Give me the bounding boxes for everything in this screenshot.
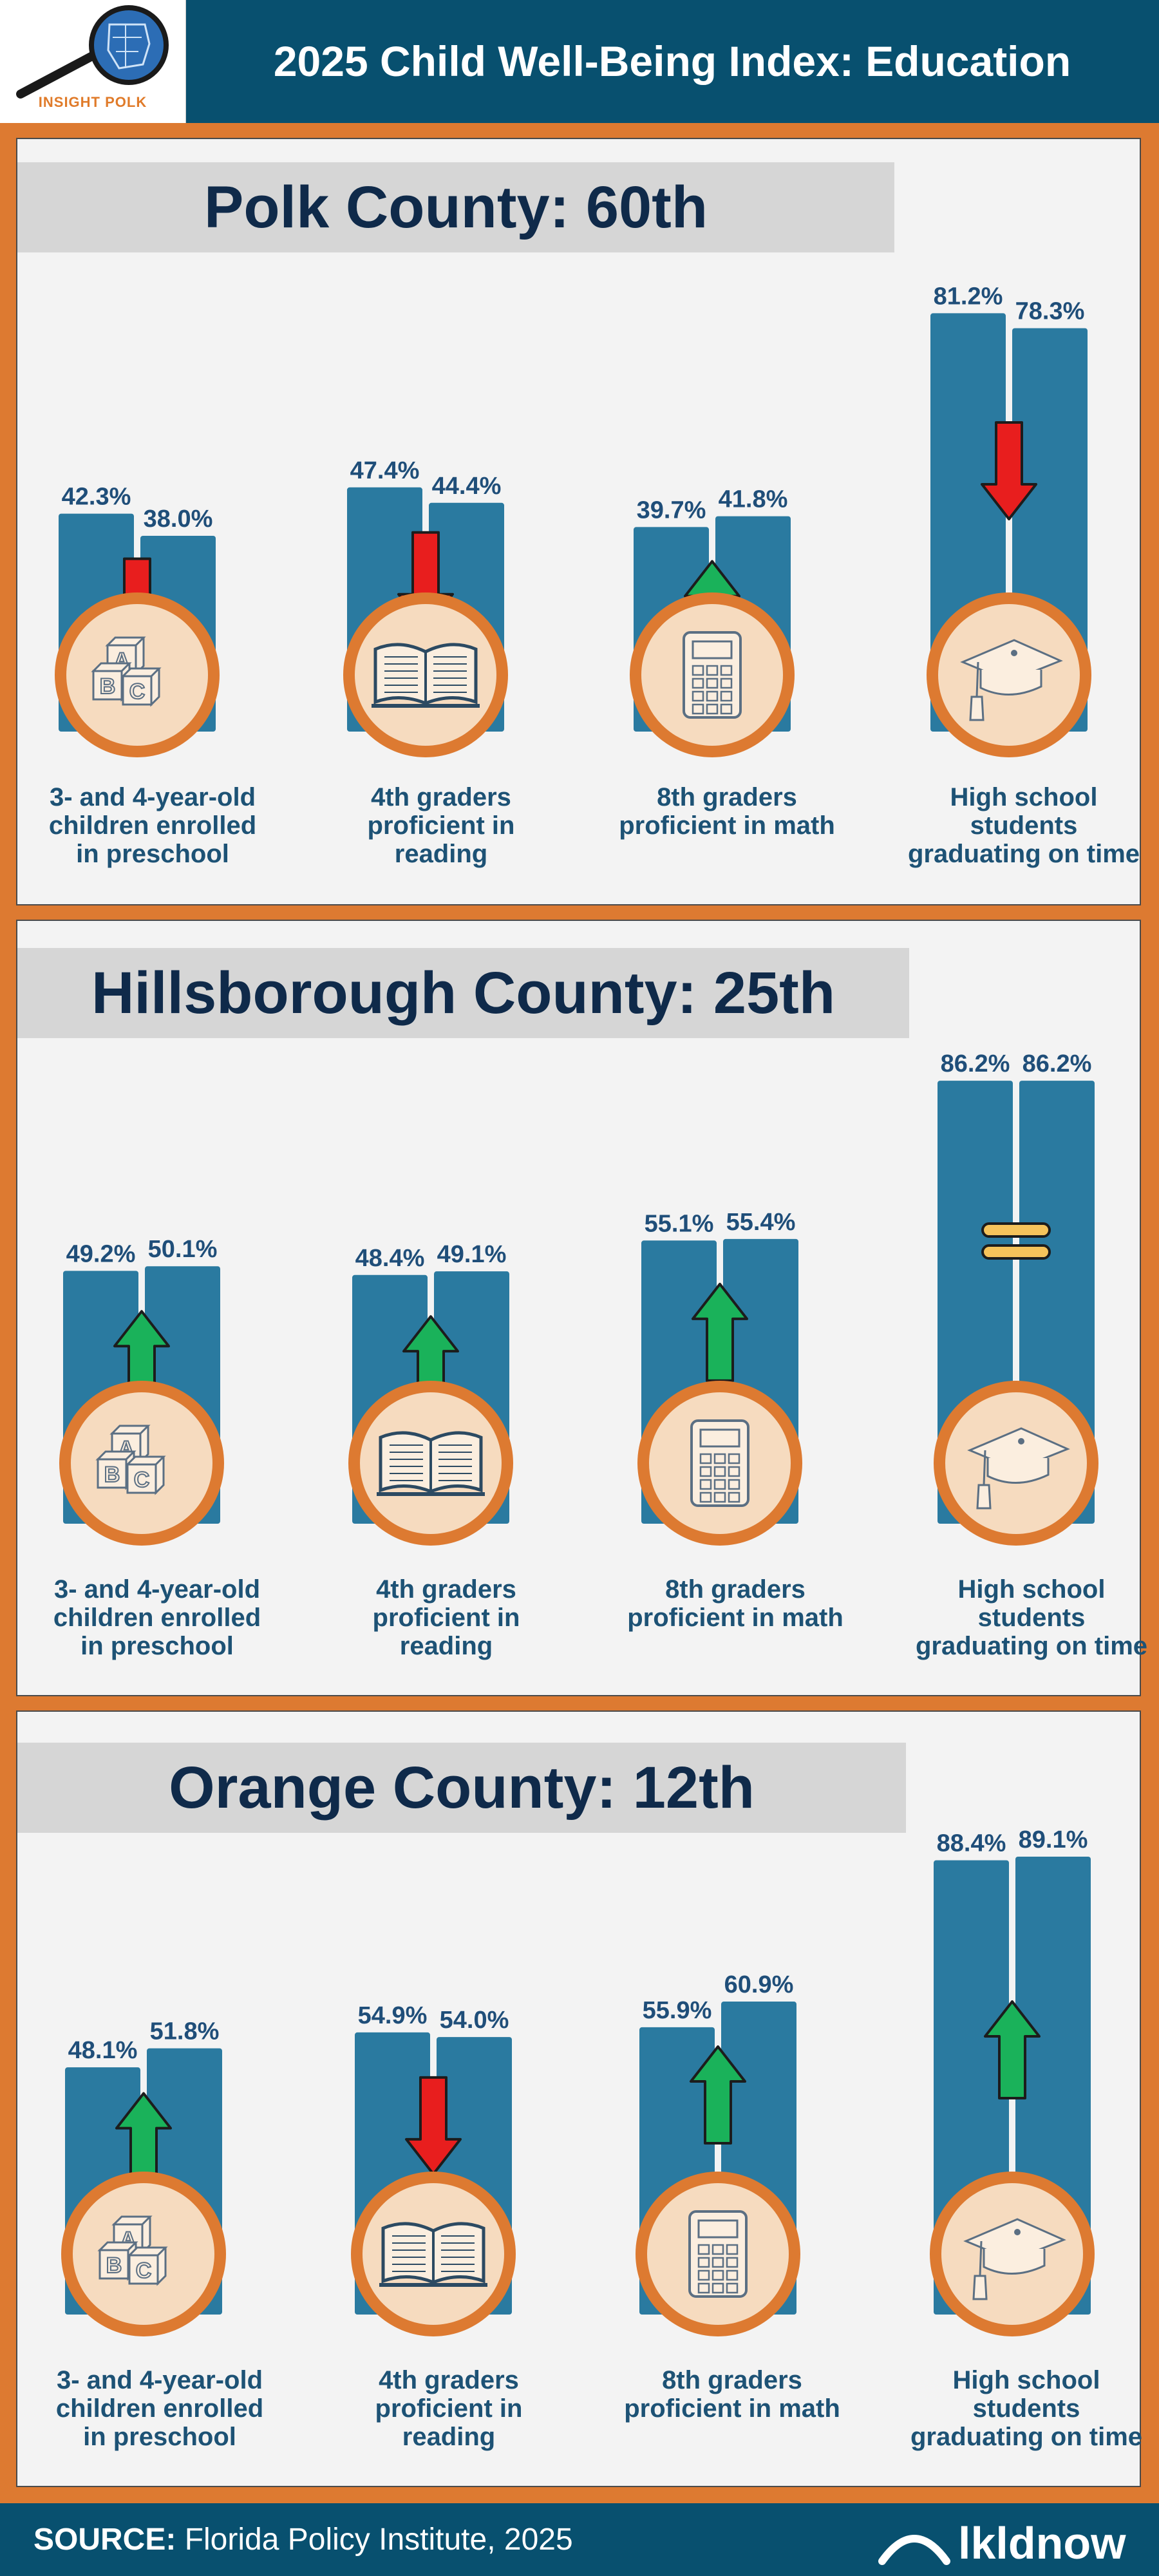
category-label-preschool: 3- and 4-year-old children enrolled in p…: [55, 2366, 264, 2451]
bar-pair-group: 42.3% 38.0% AB C: [55, 484, 220, 757]
header-bar: INSIGHT POLK 2025 Child Well-Being Index…: [0, 0, 1159, 123]
abc-blocks-icon: AB C: [59, 1381, 224, 1546]
abc-blocks-icon: AB C: [55, 592, 220, 757]
bar-value-label: 55.9%: [643, 1997, 712, 2024]
bar-pair-group: 47.4% 44.4%: [343, 457, 508, 757]
trend-equal-icon: [981, 1222, 1051, 1260]
county-panel-polk: Polk County: 60th 42.3% 38.0% A B C 47.4% 44.4…: [16, 138, 1141, 905]
bar-value-label: 47.4%: [350, 457, 420, 484]
trend-up-arrow-icon: [692, 1282, 748, 1382]
bar-value-label: 50.1%: [148, 1236, 218, 1263]
county-rank-banner: Hillsborough County: 25th: [17, 948, 909, 1038]
category-label-graduation: High school students graduating on time: [910, 2366, 1142, 2451]
category-label-math: 8th graders proficient in math: [619, 783, 835, 840]
county-panel-orange: Orange County: 12th 48.1% 51.8% A B C 54.9% 54…: [16, 1710, 1142, 2487]
footer-bar: SOURCE: Florida Policy Institute, 2025 l…: [0, 2503, 1159, 2576]
bar-pair-group: 88.4% 89.1%: [930, 1826, 1095, 2336]
open-book-icon: [351, 2172, 516, 2336]
category-label-math: 8th graders proficient in math: [624, 2366, 840, 2423]
lkldnow-logo: lkldnow: [878, 2518, 1126, 2568]
brand-text: lkldnow: [958, 2518, 1126, 2568]
source-text: Florida Policy Institute, 2025: [184, 2523, 573, 2557]
category-label-preschool: 3- and 4-year-old children enrolled in p…: [53, 1575, 261, 1660]
svg-text:B: B: [104, 1463, 120, 1487]
calculator-icon: [637, 1381, 802, 1546]
arch-icon: [878, 2535, 950, 2565]
bar-value-label: 49.2%: [66, 1240, 136, 1267]
graduation-cap-icon: [930, 2172, 1095, 2336]
graduation-cap-icon: [927, 592, 1091, 757]
graduation-cap-icon: [934, 1381, 1098, 1546]
bar-pair-group: 49.2% 50.1% AB C: [59, 1236, 224, 1546]
bar-value-label: 86.2%: [1022, 1050, 1092, 1077]
bar-pair-group: 48.1% 51.8% AB C: [61, 2018, 226, 2336]
open-book-icon: [348, 1381, 513, 1546]
category-label-reading: 4th graders proficient in reading: [372, 1575, 520, 1660]
trend-up-arrow-icon: [984, 2000, 1041, 2099]
category-label-reading: 4th graders proficient in reading: [375, 2366, 523, 2451]
calculator-icon: [630, 592, 795, 757]
bar-value-label: 38.0%: [144, 506, 213, 533]
svg-text:C: C: [134, 1468, 150, 1492]
calculator-icon: [636, 2172, 800, 2336]
bar-value-label: 48.4%: [355, 1245, 425, 1272]
source-line: SOURCE: Florida Policy Institute, 2025: [33, 2503, 573, 2576]
bar-pair-group: 54.9% 54.0%: [351, 2002, 516, 2336]
magnifying-glass-map-icon: [16, 5, 169, 99]
county-rank-banner: Polk County: 60th: [17, 162, 894, 252]
county-bar-chart: 42.3% 38.0% AB C 47.4% 44.4% 39.7% 41.8% 81.2% 78…: [55, 283, 1091, 757]
trend-down-arrow-icon: [405, 2076, 462, 2175]
svg-text:B: B: [100, 674, 116, 699]
logo-text: INSIGHT POLK: [38, 94, 147, 110]
county-bar-chart: 49.2% 50.1%AB C48.4% 49.1%55.1% 55.4%86.2% 86…: [59, 1050, 1098, 1546]
bar-pair-group: 86.2% 86.2%: [934, 1050, 1098, 1546]
bar-value-label: 51.8%: [150, 2018, 220, 2045]
bar-pair-group: 48.4% 49.1%: [348, 1241, 513, 1546]
bar-pair-group: 39.7% 41.8%: [630, 486, 795, 757]
bar-value-label: 54.0%: [440, 2007, 509, 2034]
bar-value-label: 60.9%: [724, 1971, 794, 1998]
bar-value-label: 48.1%: [68, 2037, 138, 2064]
bar-value-label: 78.3%: [1015, 298, 1085, 325]
category-label-graduation: High school students graduating on time: [916, 1575, 1147, 1660]
bar-value-label: 49.1%: [437, 1241, 507, 1268]
bar-value-label: 39.7%: [637, 497, 706, 524]
county-panel-hillsborough: Hillsborough County: 25th 49.2% 50.1% A B C 4…: [16, 920, 1147, 1696]
page-title: 2025 Child Well-Being Index: Education: [273, 37, 1071, 85]
bar-value-label: 88.4%: [937, 1830, 1006, 1857]
trend-down-arrow-icon: [981, 421, 1037, 520]
category-label-math: 8th graders proficient in math: [627, 1575, 843, 1632]
bar-pair-group: 81.2% 78.3%: [927, 283, 1091, 757]
category-label-graduation: High school students graduating on time: [908, 783, 1140, 868]
bar-value-label: 89.1%: [1019, 1826, 1088, 1853]
bar-value-label: 44.4%: [432, 473, 502, 500]
bar-value-label: 41.8%: [719, 486, 788, 513]
svg-text:C: C: [129, 679, 146, 704]
source-label: SOURCE:: [33, 2523, 176, 2557]
svg-text:B: B: [106, 2253, 122, 2278]
open-book-icon: [343, 592, 508, 757]
bar-value-label: 81.2%: [934, 283, 1003, 310]
bar-value-label: 55.1%: [645, 1210, 714, 1237]
bar-pair-group: 55.9% 60.9%: [636, 1971, 800, 2336]
county-bar-chart: 48.1% 51.8% AB C 54.9% 54.0% 55.9% 60.9% 88.4% 89…: [61, 1826, 1095, 2336]
category-label-reading: 4th graders proficient in reading: [367, 783, 515, 868]
bar-value-label: 55.4%: [726, 1209, 796, 1236]
svg-text:C: C: [136, 2259, 152, 2283]
insight-polk-logo: INSIGHT POLK: [0, 0, 186, 123]
bar-value-label: 42.3%: [62, 484, 131, 511]
bar-pair-group: 55.1% 55.4%: [637, 1209, 802, 1546]
abc-blocks-icon: AB C: [61, 2172, 226, 2336]
bar-value-label: 54.9%: [358, 2002, 428, 2029]
bar-value-label: 86.2%: [941, 1050, 1010, 1077]
county-rank-banner: Orange County: 12th: [17, 1743, 906, 1833]
trend-up-arrow-icon: [690, 2045, 746, 2145]
category-label-preschool: 3- and 4-year-old children enrolled in p…: [48, 783, 257, 868]
